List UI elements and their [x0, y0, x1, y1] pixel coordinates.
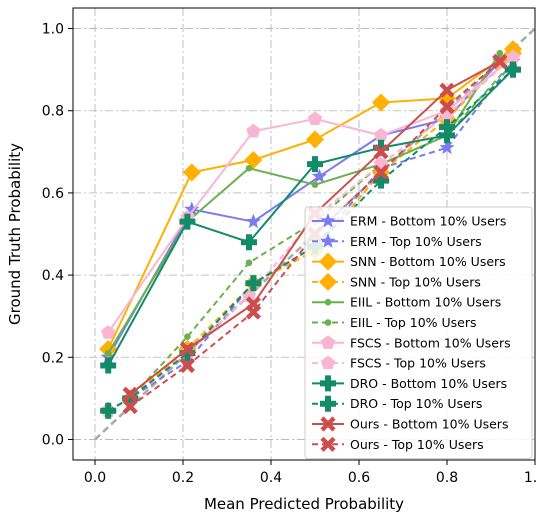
data-point	[311, 168, 328, 183]
data-point	[179, 357, 195, 374]
data-point	[100, 402, 117, 419]
data-point	[184, 201, 200, 216]
legend-label: FSCS - Top 10% Users	[350, 356, 486, 371]
data-point	[439, 82, 455, 98]
data-point	[306, 130, 324, 149]
y-tick-label: 0.2	[42, 350, 64, 366]
data-point	[245, 164, 253, 172]
data-point	[122, 386, 138, 402]
data-point	[373, 164, 389, 180]
data-point	[122, 398, 138, 415]
axis-ticks: 0.0 0.2 0.4 0.6 0.8 1.0 0.0 0.2 0.4 0.6 0.8 1.0	[42, 22, 536, 486]
data-point	[373, 139, 389, 156]
data-point	[505, 61, 521, 78]
y-tick-label: 1.0	[42, 22, 64, 38]
legend-label: DRO - Bottom 10% Users	[350, 376, 507, 391]
legend-label: DRO - Top 10% Users	[350, 396, 482, 411]
data-point	[311, 181, 319, 188]
data-point	[100, 357, 117, 374]
legend-marker	[319, 272, 337, 291]
series-line	[107, 60, 514, 412]
data-point	[439, 119, 455, 136]
data-point	[496, 49, 504, 57]
x-tick-label: 0.0	[84, 470, 106, 486]
plot-frame	[72, 7, 536, 461]
data-point	[179, 213, 196, 230]
legend: ERM - Bottom 10% Users ERM - Top 10% User…	[304, 206, 533, 460]
x-tick-label: 0.4	[260, 470, 282, 486]
series-2	[99, 40, 522, 359]
data-point	[182, 163, 201, 182]
legend-label: SNN - Bottom 10% Users	[350, 254, 506, 269]
data-point	[244, 151, 263, 170]
x-tick-label: 1.0	[524, 470, 536, 486]
legend-marker	[324, 319, 332, 326]
y-axis-label: Ground Truth Probability	[6, 143, 24, 325]
data-point	[372, 93, 390, 112]
legend-marker	[320, 213, 336, 228]
data-point	[101, 325, 116, 339]
legend-marker	[320, 233, 336, 248]
legend-label: Ours - Top 10% Users	[350, 437, 484, 452]
series-8	[100, 61, 521, 374]
legend-label: SNN - Top 10% Users	[350, 274, 481, 289]
data-point	[492, 53, 508, 70]
legend-marker	[320, 375, 336, 392]
legend-marker	[320, 335, 336, 349]
legend-label: ERM - Bottom 10% Users	[350, 214, 506, 229]
y-tick-label: 0.6	[42, 186, 64, 202]
data-point	[373, 144, 389, 160]
data-point	[245, 259, 253, 267]
data-point	[439, 139, 455, 155]
data-point	[179, 341, 195, 357]
data-point	[307, 156, 323, 173]
data-point	[245, 213, 262, 229]
data-point	[245, 304, 261, 320]
series-line	[107, 68, 514, 412]
x-tick-label: 0.8	[436, 470, 458, 486]
legend-label: EIIL - Bottom 10% Users	[350, 295, 501, 310]
legend-label: ERM - Top 10% Users	[350, 234, 482, 249]
data-point	[122, 390, 139, 407]
y-tick-label: 0.4	[42, 268, 64, 284]
data-point	[307, 111, 323, 126]
legend-marker	[320, 416, 336, 432]
data-point	[245, 275, 262, 292]
data-point	[184, 333, 191, 341]
legend-marker	[324, 298, 332, 306]
data-point	[246, 123, 261, 138]
x-tick-label: 0.6	[348, 470, 370, 486]
data-point	[241, 234, 257, 251]
data-point	[373, 172, 389, 189]
legend-label: Ours - Bottom 10% Users	[350, 417, 508, 432]
series-line	[107, 56, 514, 412]
y-tick-label: 0.8	[42, 104, 64, 120]
legend-box	[304, 206, 533, 460]
data-point	[104, 349, 112, 357]
y-tick-label: 0.0	[42, 432, 64, 448]
legend-label: EIIL - Top 10% Users	[350, 315, 477, 330]
legend-marker	[319, 252, 337, 271]
data-point	[439, 127, 455, 144]
legend-marker	[320, 355, 336, 370]
data-point	[439, 99, 455, 115]
data-point	[179, 345, 196, 362]
data-point	[373, 127, 389, 142]
x-axis-label: Mean Predicted Probability	[204, 495, 404, 513]
legend-marker	[320, 395, 336, 412]
legend-marker	[320, 436, 336, 452]
legend-label: FSCS - Bottom 10% Users	[350, 335, 511, 350]
data-point	[505, 49, 521, 64]
x-tick-label: 0.2	[172, 470, 194, 486]
